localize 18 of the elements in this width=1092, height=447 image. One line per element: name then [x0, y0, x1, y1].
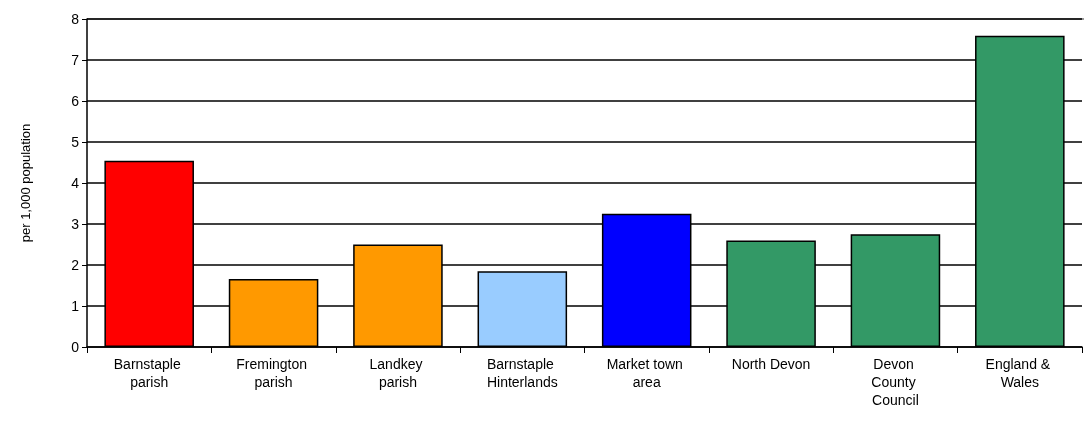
- y-tick-label: 5: [71, 134, 80, 150]
- x-tick-label: Landkey parish: [369, 356, 427, 390]
- x-tick-label: England & Wales: [985, 356, 1055, 390]
- y-tick-label: 6: [71, 93, 80, 109]
- y-tick-label: 1: [71, 298, 80, 314]
- x-tick-label: Market town area: [606, 356, 687, 390]
- x-tick-label: North Devon: [731, 356, 811, 372]
- y-axis-title: per 1,000 population: [18, 123, 33, 243]
- y-tick-label: 2: [71, 257, 80, 273]
- y-tick-label: 8: [71, 11, 80, 27]
- y-tick-label: 0: [71, 339, 80, 355]
- x-tick-label: Barnstaple parish: [113, 356, 185, 390]
- y-tick-label: 3: [71, 216, 80, 232]
- x-tick-label: Barnstaple Hinterlands: [486, 356, 558, 390]
- y-tick-label: 4: [71, 175, 80, 191]
- x-tick-label: Fremington parish: [236, 356, 311, 390]
- x-tick-label: Devon County Council: [871, 356, 920, 408]
- y-tick-label: 7: [71, 52, 80, 68]
